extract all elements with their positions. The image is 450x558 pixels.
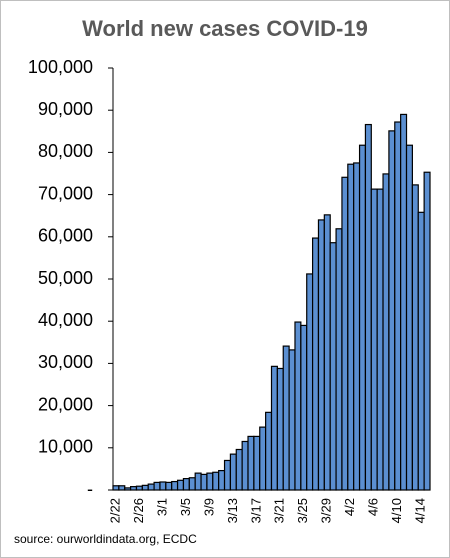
- bar: [229, 453, 237, 491]
- bar: [388, 130, 396, 491]
- y-tick-label: 40,000: [38, 310, 93, 330]
- bar: [159, 481, 167, 491]
- bar: [311, 237, 320, 491]
- y-tick-label: 50,000: [38, 268, 93, 288]
- bar: [206, 472, 214, 491]
- bar: [306, 273, 314, 491]
- y-tick-label: 80,000: [38, 141, 93, 161]
- bar: [294, 321, 302, 491]
- y-tick-label: 60,000: [38, 226, 93, 246]
- bar: [317, 219, 325, 491]
- bar: [141, 484, 149, 491]
- bar: [200, 473, 208, 491]
- bar: [265, 411, 273, 491]
- x-tick-label: 3/5: [178, 498, 193, 516]
- source-note: source: ourworldindata.org, ECDC: [14, 532, 197, 546]
- bar: [182, 478, 190, 491]
- bar: [218, 469, 226, 491]
- bar: [288, 349, 296, 491]
- x-tick-label: 3/29: [319, 498, 334, 523]
- bar: [147, 483, 155, 491]
- bar: [253, 435, 261, 491]
- bar: [382, 173, 390, 491]
- x-tick-label: 3/25: [295, 498, 310, 523]
- bar: [194, 472, 202, 491]
- y-tick-label: 10,000: [38, 437, 93, 457]
- bar: [417, 211, 425, 491]
- bar: [364, 123, 372, 491]
- x-tick-label: 2/26: [131, 498, 146, 523]
- bar: [335, 228, 343, 491]
- bar: [235, 448, 243, 491]
- x-tick-label: 4/14: [413, 498, 428, 523]
- bar: [112, 485, 120, 491]
- x-tick-label: 4/2: [342, 498, 357, 516]
- bar: [212, 471, 220, 491]
- bar: [329, 242, 337, 491]
- x-tick-label: 3/13: [225, 498, 240, 523]
- bar: [130, 486, 138, 491]
- bar: [300, 324, 308, 491]
- bar: [376, 188, 384, 491]
- y-tick-label: 20,000: [38, 394, 93, 414]
- x-tick-label: 3/9: [201, 498, 216, 516]
- bar: [400, 113, 408, 491]
- x-tick-label: 4/10: [389, 498, 404, 523]
- bar: [394, 121, 402, 491]
- bar: [347, 163, 355, 491]
- chart-title: World new cases COVID-19: [82, 16, 368, 41]
- bar: [176, 479, 185, 491]
- bar: [188, 477, 196, 491]
- bar: [411, 184, 419, 491]
- bar: [165, 481, 173, 491]
- x-tick-label: 3/17: [248, 498, 263, 523]
- y-tick-label: 70,000: [38, 183, 93, 203]
- bar: [270, 365, 278, 491]
- x-tick-label: 4/6: [366, 498, 381, 516]
- y-tick-label: 90,000: [38, 99, 93, 119]
- bar: [353, 162, 361, 491]
- bar: [247, 435, 255, 491]
- bar: [135, 485, 143, 491]
- x-tick-label: 3/1: [154, 498, 169, 516]
- bar: [276, 367, 284, 491]
- bar: [370, 188, 378, 491]
- bar: [341, 176, 349, 491]
- bar: [241, 440, 249, 491]
- bar: [282, 345, 290, 491]
- x-tick-label: 2/22: [107, 498, 122, 523]
- y-tick-label: 30,000: [38, 352, 93, 372]
- bar: [171, 480, 179, 491]
- bar: [323, 214, 331, 491]
- bar: [223, 459, 232, 491]
- bar: [405, 144, 413, 491]
- bar: [259, 426, 267, 491]
- bar: [358, 144, 367, 491]
- bar: [423, 171, 431, 491]
- x-tick-label: 3/21: [272, 498, 287, 523]
- y-tick-label: -: [87, 479, 93, 499]
- bar: [153, 481, 161, 491]
- bar: [118, 485, 126, 491]
- y-tick-label: 100,000: [28, 57, 93, 77]
